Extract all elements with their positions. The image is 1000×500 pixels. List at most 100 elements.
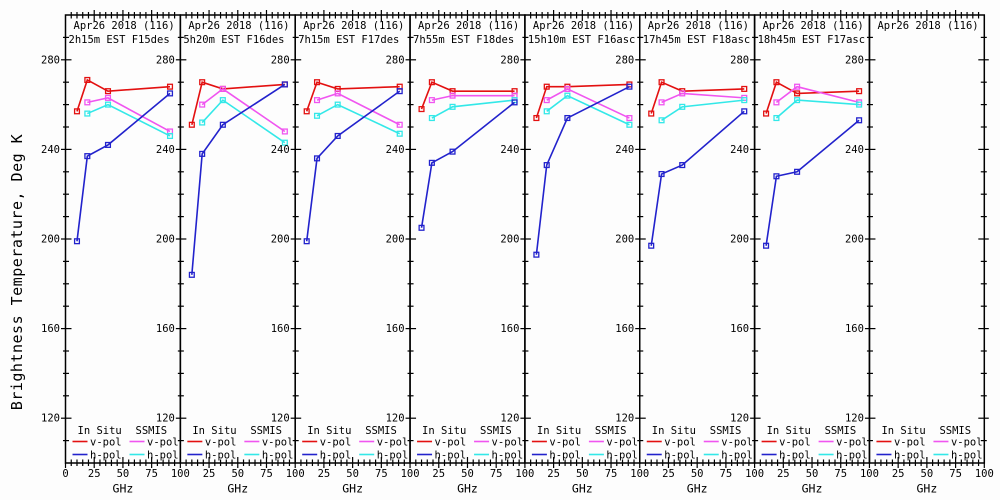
legend-hpol-label: h-pol	[836, 450, 868, 462]
series-ssmis-hpol-marker	[219, 97, 226, 104]
series-ssmis-vpol-marker	[219, 85, 226, 92]
legend-vpol-label: v-pol	[549, 437, 581, 449]
y-tick-label: 280	[615, 54, 634, 66]
legend-insitu-header: In Situ	[78, 425, 122, 437]
panel-title-date: Apr26 2018 (116)	[648, 20, 749, 32]
y-tick-label: 240	[730, 144, 749, 156]
y-tick-label: 160	[845, 323, 864, 335]
series-insitu-vpol-marker	[763, 110, 770, 117]
legend-vpol-label: v-pol	[606, 437, 638, 449]
y-tick-label: 160	[271, 323, 290, 335]
legend-insitu-header: In Situ	[537, 425, 581, 437]
series-ssmis-hpol-marker	[313, 112, 321, 119]
x-tick-label: 100	[860, 468, 879, 480]
series-insitu-vpol-marker	[73, 108, 81, 115]
legend-vpol-label: v-pol	[836, 437, 868, 449]
series-ssmis-vpol-marker	[313, 97, 321, 104]
series-insitu-hpol-marker	[794, 168, 801, 175]
y-tick-label: 240	[500, 144, 519, 156]
legend-hpol-label: h-pol	[262, 450, 294, 462]
y-tick-label: 240	[41, 144, 60, 156]
series-insitu-vpol-marker	[741, 85, 748, 92]
series-ssmis-hpol-marker	[856, 101, 863, 108]
x-tick-label: 75	[145, 468, 158, 480]
series-ssmis-hpol-line	[775, 99, 860, 119]
x-tick-label: 50	[691, 468, 704, 480]
series-insitu-vpol-line	[650, 81, 745, 114]
x-tick-label: 25	[547, 468, 560, 480]
y-tick-label: 200	[730, 234, 749, 246]
x-axis-label: GHz	[113, 482, 134, 496]
series-ssmis-hpol-marker	[84, 110, 91, 117]
y-tick-label: 120	[271, 413, 290, 425]
x-tick-label: 100	[401, 468, 420, 480]
x-tick-label: 50	[461, 468, 474, 480]
series-insitu-hpol-marker	[303, 238, 310, 245]
y-tick-label: 160	[730, 323, 749, 335]
series-insitu-vpol-marker	[188, 121, 195, 128]
series-insitu-vpol-marker	[856, 88, 863, 95]
x-tick-label: 100	[286, 468, 305, 480]
x-tick-label: 25	[203, 468, 216, 480]
series-insitu-vpol-line	[191, 81, 285, 125]
x-tick-label: 25	[662, 468, 675, 480]
legend-vpol-label: v-pol	[779, 437, 811, 449]
series-ssmis-hpol-marker	[679, 103, 686, 110]
legend-hpol-label: h-pol	[492, 450, 524, 462]
y-tick-label: 160	[500, 323, 519, 335]
series-insitu-hpol-marker	[449, 148, 456, 155]
series-insitu-hpol-marker	[219, 121, 226, 128]
y-tick-label: 280	[156, 54, 175, 66]
y-tick-label: 200	[41, 234, 60, 246]
y-tick-label: 160	[41, 323, 60, 335]
series-ssmis-hpol-line	[431, 99, 515, 119]
x-axis-label: GHz	[227, 482, 248, 496]
y-tick-label: 120	[730, 413, 749, 425]
series-insitu-vpol-marker	[313, 79, 321, 86]
y-tick-label: 280	[500, 54, 519, 66]
legend-vpol-label: v-pol	[435, 437, 467, 449]
legend-vpol-label: v-pol	[147, 437, 179, 449]
panel-title-pass: 2h15m EST F15des	[69, 34, 170, 46]
series-insitu-hpol-line	[76, 92, 171, 242]
y-tick-label: 120	[500, 413, 519, 425]
panel-8	[864, 10, 989, 468]
y-tick-label: 200	[271, 234, 290, 246]
series-insitu-hpol-marker	[543, 162, 550, 169]
series-ssmis-vpol-marker	[104, 94, 112, 101]
y-tick-label: 240	[615, 144, 634, 156]
series-insitu-vpol-marker	[794, 90, 801, 97]
y-tick-label: 120	[845, 413, 864, 425]
panel-title-date: Apr26 2018 (116)	[303, 20, 404, 32]
legend-hpol-label: h-pol	[90, 450, 122, 462]
series-insitu-hpol-marker	[418, 224, 425, 231]
y-tick-label: 200	[156, 234, 175, 246]
series-ssmis-hpol-line	[87, 103, 171, 137]
legend-hpol-label: h-pol	[894, 450, 926, 462]
legend-hpol-label: h-pol	[951, 450, 983, 462]
series-ssmis-vpol-line	[661, 92, 745, 104]
series-insitu-hpol-marker	[428, 159, 435, 166]
panel-title-pass: 17h45m EST F18asc	[643, 34, 750, 46]
x-tick-label: 75	[490, 468, 503, 480]
y-tick-label: 160	[615, 323, 634, 335]
legend-hpol-label: h-pol	[779, 450, 811, 462]
legend-hpol-label: h-pol	[664, 450, 696, 462]
series-ssmis-vpol-line	[546, 88, 630, 119]
series-ssmis-hpol-marker	[396, 130, 403, 137]
x-tick-label: 50	[806, 468, 819, 480]
legend-vpol-label: v-pol	[951, 437, 983, 449]
legend-hpol-label: h-pol	[320, 450, 352, 462]
series-ssmis-hpol-marker	[564, 92, 571, 99]
legend-hpol-label: h-pol	[205, 450, 237, 462]
series-ssmis-hpol-marker	[334, 101, 341, 108]
series-insitu-vpol-marker	[418, 106, 425, 113]
series-insitu-vpol-marker	[199, 79, 206, 86]
legend-vpol-label: v-pol	[320, 437, 352, 449]
x-tick-label: 25	[777, 468, 790, 480]
series-insitu-hpol-marker	[763, 242, 770, 249]
series-ssmis-vpol-marker	[334, 90, 341, 97]
x-tick-label: 75	[605, 468, 618, 480]
legend-ssmis-header: SSMIS	[825, 425, 857, 437]
